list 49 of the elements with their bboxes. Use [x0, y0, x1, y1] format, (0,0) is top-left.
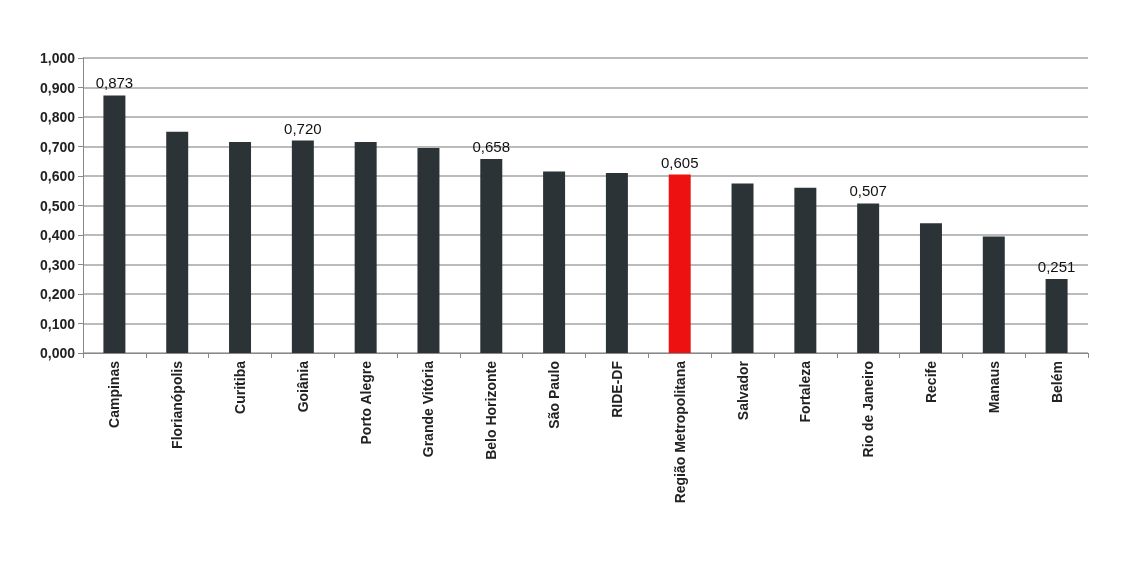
bar [291, 140, 314, 353]
x-tick-label: Rio de Janeiro [860, 361, 877, 458]
x-tick-label: Goiânia [294, 360, 311, 413]
bar [982, 236, 1005, 353]
x-tick-label: Recife [922, 360, 939, 404]
data-label: 0,658 [472, 137, 511, 155]
y-tick-label: 0,400 [39, 227, 76, 243]
bar [857, 203, 880, 353]
y-tick-label: 1,000 [39, 50, 76, 66]
data-label: 0,251 [1037, 257, 1076, 275]
bar [731, 183, 754, 353]
x-tick-label: Manaus [985, 360, 1002, 414]
bar [417, 147, 440, 353]
x-tick-label: Grande Vitória [420, 360, 437, 458]
bar [605, 173, 628, 353]
y-tick-label: 0,700 [39, 138, 76, 155]
data-label: 0,605 [660, 153, 699, 171]
x-tick-label: São Paulo [546, 361, 563, 429]
y-tick-label: 0,100 [39, 315, 76, 332]
data-label: 0,720 [284, 119, 322, 137]
bar [668, 174, 691, 353]
bar [166, 131, 189, 353]
x-tick-label: RIDE-DF [608, 360, 625, 418]
x-tick-label: Fortaleza [797, 360, 814, 423]
bar [229, 142, 252, 353]
x-tick-label: Região Metropolitana [671, 360, 688, 504]
data-label: 0,873 [95, 74, 134, 92]
bar [354, 142, 377, 353]
y-tick-label: 0,900 [39, 79, 76, 96]
bar [480, 158, 503, 353]
bar [794, 187, 817, 353]
y-tick-label: 0,200 [39, 286, 76, 302]
bar [1045, 278, 1068, 353]
bar [103, 95, 126, 353]
x-tick-label: Porto Alegre [357, 360, 374, 445]
y-tick-label: 0,300 [39, 256, 76, 273]
bar [919, 223, 942, 353]
x-tick-label: Curitiba [232, 360, 249, 414]
x-tick-label: Belém [1048, 361, 1065, 404]
y-tick-label: 0,000 [39, 345, 76, 361]
x-tick-label: Belo Horizonte [483, 360, 500, 460]
y-tick-label: 0,800 [39, 109, 76, 125]
x-tick-label: Campinas [106, 360, 123, 428]
y-tick-label: 0,600 [39, 168, 76, 184]
x-tick-label: Florianópolis [169, 360, 186, 449]
data-label: 0,507 [849, 182, 887, 200]
x-tick-label: Salvador [734, 360, 751, 421]
y-tick-label: 0,500 [39, 197, 76, 214]
bar [543, 171, 566, 353]
